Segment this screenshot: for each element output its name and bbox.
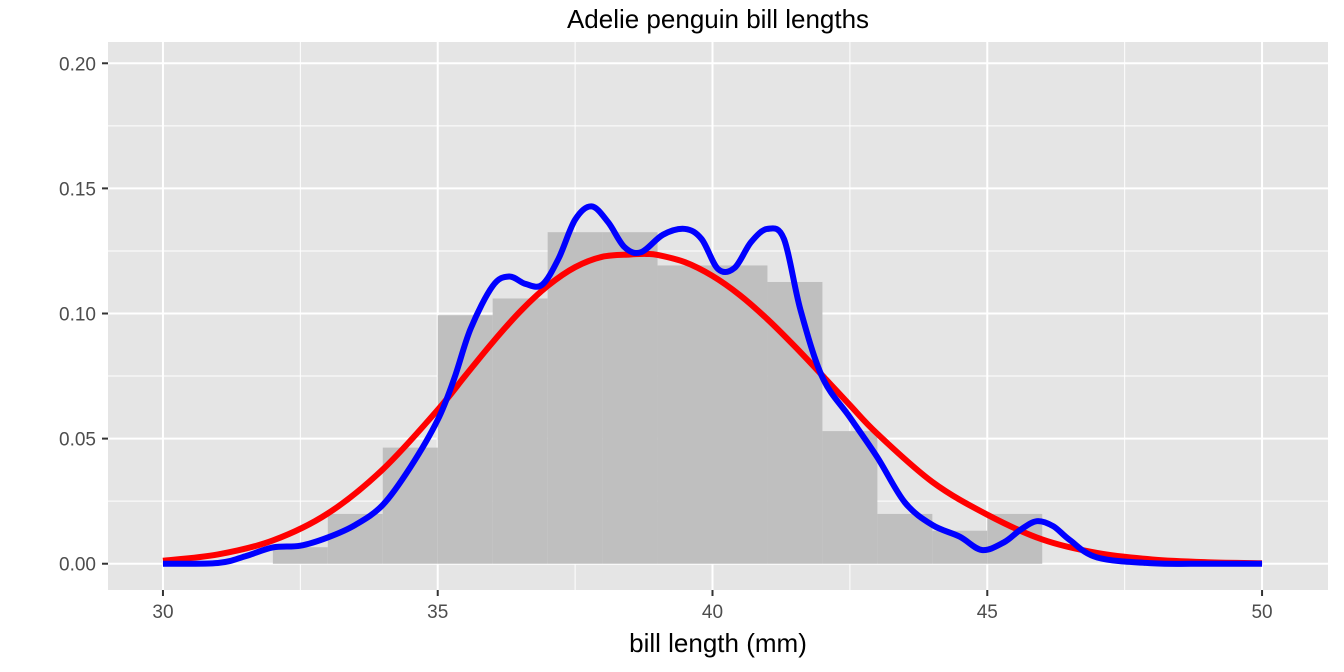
x-tick-label: 50 xyxy=(1251,602,1272,623)
histogram-bar xyxy=(547,232,603,564)
x-tick-label: 45 xyxy=(977,602,998,623)
y-tick-label: 0.10 xyxy=(59,304,96,325)
histogram-bar xyxy=(272,547,328,564)
x-tick-label: 40 xyxy=(702,602,723,623)
normal-density-curve xyxy=(162,250,1263,567)
histogram-bar xyxy=(327,513,383,564)
x-tick-label: 35 xyxy=(427,602,448,623)
y-tick-label: 0.05 xyxy=(59,430,96,451)
density-curves xyxy=(162,203,1263,567)
histogram-bar xyxy=(822,431,878,564)
histogram-bar xyxy=(602,232,658,564)
x-axis-title: bill length (mm) xyxy=(629,628,807,658)
histogram-bar xyxy=(712,265,768,564)
y-tick-label: 0.00 xyxy=(59,555,96,576)
chart-title: Adelie penguin bill lengths xyxy=(567,4,869,34)
histogram-bar xyxy=(492,298,548,564)
kernel-density-curve xyxy=(162,203,1263,567)
y-tick-label: 0.20 xyxy=(59,54,96,75)
y-tick-label: 0.15 xyxy=(59,179,96,200)
x-tick-label: 30 xyxy=(152,602,173,623)
histogram-bar xyxy=(657,265,713,564)
axes: 30 35 40 45 50 0.00 0.05 0.10 0.15 0.20 xyxy=(59,54,1273,623)
